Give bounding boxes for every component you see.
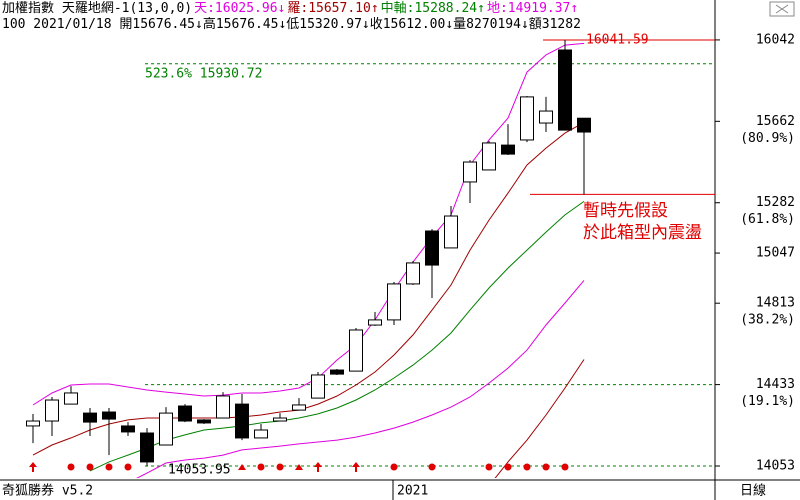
candle-body — [539, 110, 553, 124]
signal-dot — [542, 463, 550, 471]
signal-dot — [124, 463, 132, 471]
y-tick-label: 15282 — [756, 195, 795, 210]
candle-body — [140, 432, 154, 463]
candle-body — [121, 425, 135, 433]
signal-dot — [86, 463, 94, 471]
y-tick-note: (19.1%) — [740, 394, 795, 409]
candle-body — [197, 419, 211, 424]
indicator-line — [136, 280, 585, 478]
header-line-2: 100 2021/01/18 開15676.45↓高15676.45↓低1532… — [2, 17, 714, 33]
footer-right: 日線 — [740, 483, 766, 499]
signal-triangle — [295, 464, 303, 470]
y-tick-label: 14433 — [756, 377, 795, 392]
candle-body — [330, 369, 344, 375]
indicator-line — [494, 359, 585, 478]
candle-body — [425, 230, 439, 266]
signal-dot — [428, 463, 436, 471]
signal-arrow — [314, 462, 322, 472]
level-label: 523.6% 15930.72 — [145, 66, 262, 81]
signal-arrow — [352, 462, 360, 472]
signal-triangle — [238, 464, 246, 470]
signal-dot — [67, 463, 75, 471]
y-tick-note: (80.9%) — [740, 131, 795, 146]
header-level: 羅:15657.10↑ — [287, 1, 379, 16]
footer-left: 奇狐勝券 v5.2 — [2, 483, 93, 499]
candle-body — [45, 399, 59, 422]
candle-body — [216, 395, 230, 419]
header-level: 天:16025.96↓ — [194, 1, 286, 16]
header-level: 地:14919.37↑ — [486, 1, 579, 16]
candle-body — [520, 96, 534, 141]
y-tick-label: 14813 — [756, 296, 795, 311]
candle-body — [102, 411, 116, 420]
annotation: 14053.95 — [168, 463, 231, 478]
annotation: 於此箱型內震盪 — [583, 223, 702, 243]
candle-body — [178, 405, 192, 422]
y-tick-label: 15047 — [756, 246, 795, 261]
signal-dot — [105, 463, 113, 471]
candle-body — [577, 117, 591, 133]
candle-body — [292, 404, 306, 411]
plot-area — [26, 39, 715, 478]
signal-dot — [504, 463, 512, 471]
indicator-line — [32, 121, 585, 456]
y-tick-label: 15662 — [756, 114, 795, 129]
signal-dot — [485, 463, 493, 471]
candle-body — [558, 49, 572, 131]
level-label: 16041.59 — [586, 33, 649, 48]
candle-body — [482, 142, 496, 171]
candle-body — [273, 417, 287, 422]
header-quote: 100 2021/01/18 開15676.45↓高15676.45↓低1532… — [2, 17, 581, 32]
header-level: 中軸:15288.24↑ — [380, 1, 485, 16]
candle-body — [26, 420, 40, 427]
signal-dot — [523, 463, 531, 471]
candle-body — [83, 412, 97, 423]
candle-body — [64, 392, 78, 405]
header-line-1: 加權指數 天羅地網-1(13,0,0) 天:16025.96↓ 羅:15657.10… — [2, 1, 764, 17]
y-tick-label: 14053 — [756, 459, 795, 474]
signal-arrow — [29, 462, 37, 472]
x-tick-label: 2021 — [397, 484, 428, 499]
indicator-line — [32, 42, 585, 406]
y-tick-label: 16042 — [756, 32, 795, 47]
candle-body — [235, 403, 249, 439]
signal-dot — [561, 463, 569, 471]
signal-dot — [390, 463, 398, 471]
candle-body — [349, 329, 363, 372]
candle-body — [368, 319, 382, 326]
y-tick-note: (38.2%) — [740, 313, 795, 328]
candle-body — [501, 144, 515, 155]
candle-body — [406, 262, 420, 285]
header-symbol: 加權指數 天羅地網-1(13,0,0) — [2, 1, 193, 16]
signal-dot — [276, 463, 284, 471]
annotation: 暫時先假設 — [583, 201, 668, 221]
signal-dot — [257, 463, 265, 471]
candle-body — [387, 283, 401, 321]
candle-body — [159, 412, 173, 446]
y-tick-note: (61.8%) — [740, 212, 795, 227]
candle-body — [311, 374, 325, 399]
candle-body — [463, 161, 477, 183]
candle-body — [254, 429, 268, 439]
candle-body — [444, 215, 458, 249]
window-icon-mark — [775, 4, 789, 14]
